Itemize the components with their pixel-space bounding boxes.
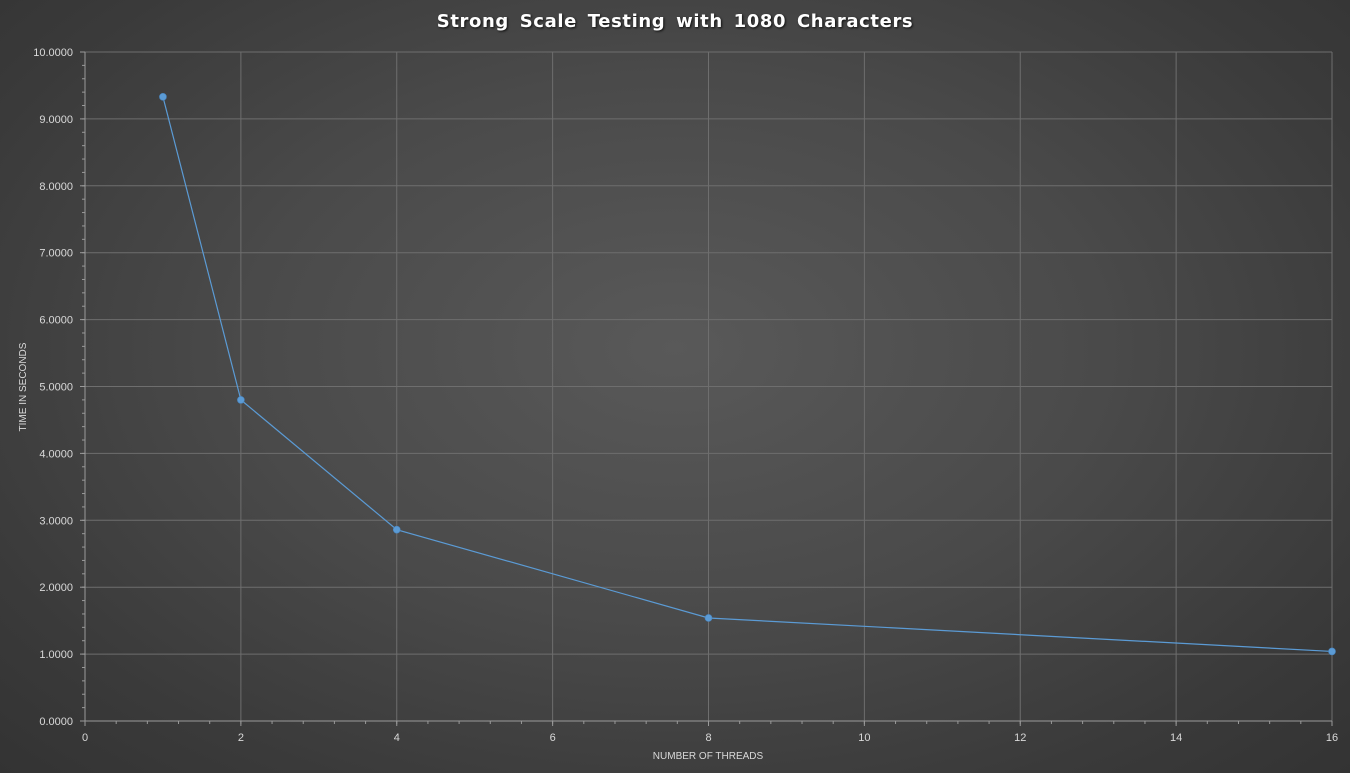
y-tick-label: 7.0000 <box>39 248 73 260</box>
y-tick-label: 5.0000 <box>39 382 73 394</box>
y-tick-label: 9.0000 <box>39 114 73 126</box>
data-point <box>237 396 245 404</box>
y-tick-label: 1.0000 <box>39 649 73 661</box>
data-point <box>704 614 713 622</box>
x-axis-label: NUMBER OF THREADS <box>653 751 764 762</box>
x-tick-label: 12 <box>1014 732 1026 744</box>
x-tick-label: 14 <box>1170 732 1182 744</box>
y-tick-label: 10.0000 <box>33 47 73 59</box>
y-tick-label: 8.0000 <box>39 181 73 193</box>
y-tick-label: 4.0000 <box>39 448 73 460</box>
y-tick-label: 2.0000 <box>39 582 73 594</box>
data-point <box>159 93 167 101</box>
x-tick-label: 8 <box>705 732 711 744</box>
x-tick-label: 0 <box>82 732 88 744</box>
chart-title: Strong Scale Testing with 1080 Character… <box>436 11 914 32</box>
x-tick-label: 16 <box>1326 732 1338 744</box>
x-tick-label: 4 <box>394 732 400 744</box>
y-tick-label: 6.0000 <box>39 315 73 327</box>
y-axis-label: TIME IN SECONDS <box>18 342 29 431</box>
data-point <box>392 525 401 534</box>
series-line <box>162 96 1333 653</box>
x-tick-label: 10 <box>858 732 870 744</box>
x-tick-label: 6 <box>550 732 556 744</box>
y-tick-label: 0.0000 <box>39 716 73 728</box>
y-tick-label: 3.0000 <box>39 515 73 527</box>
data-point <box>1328 647 1336 656</box>
x-tick-label: 2 <box>238 732 244 744</box>
